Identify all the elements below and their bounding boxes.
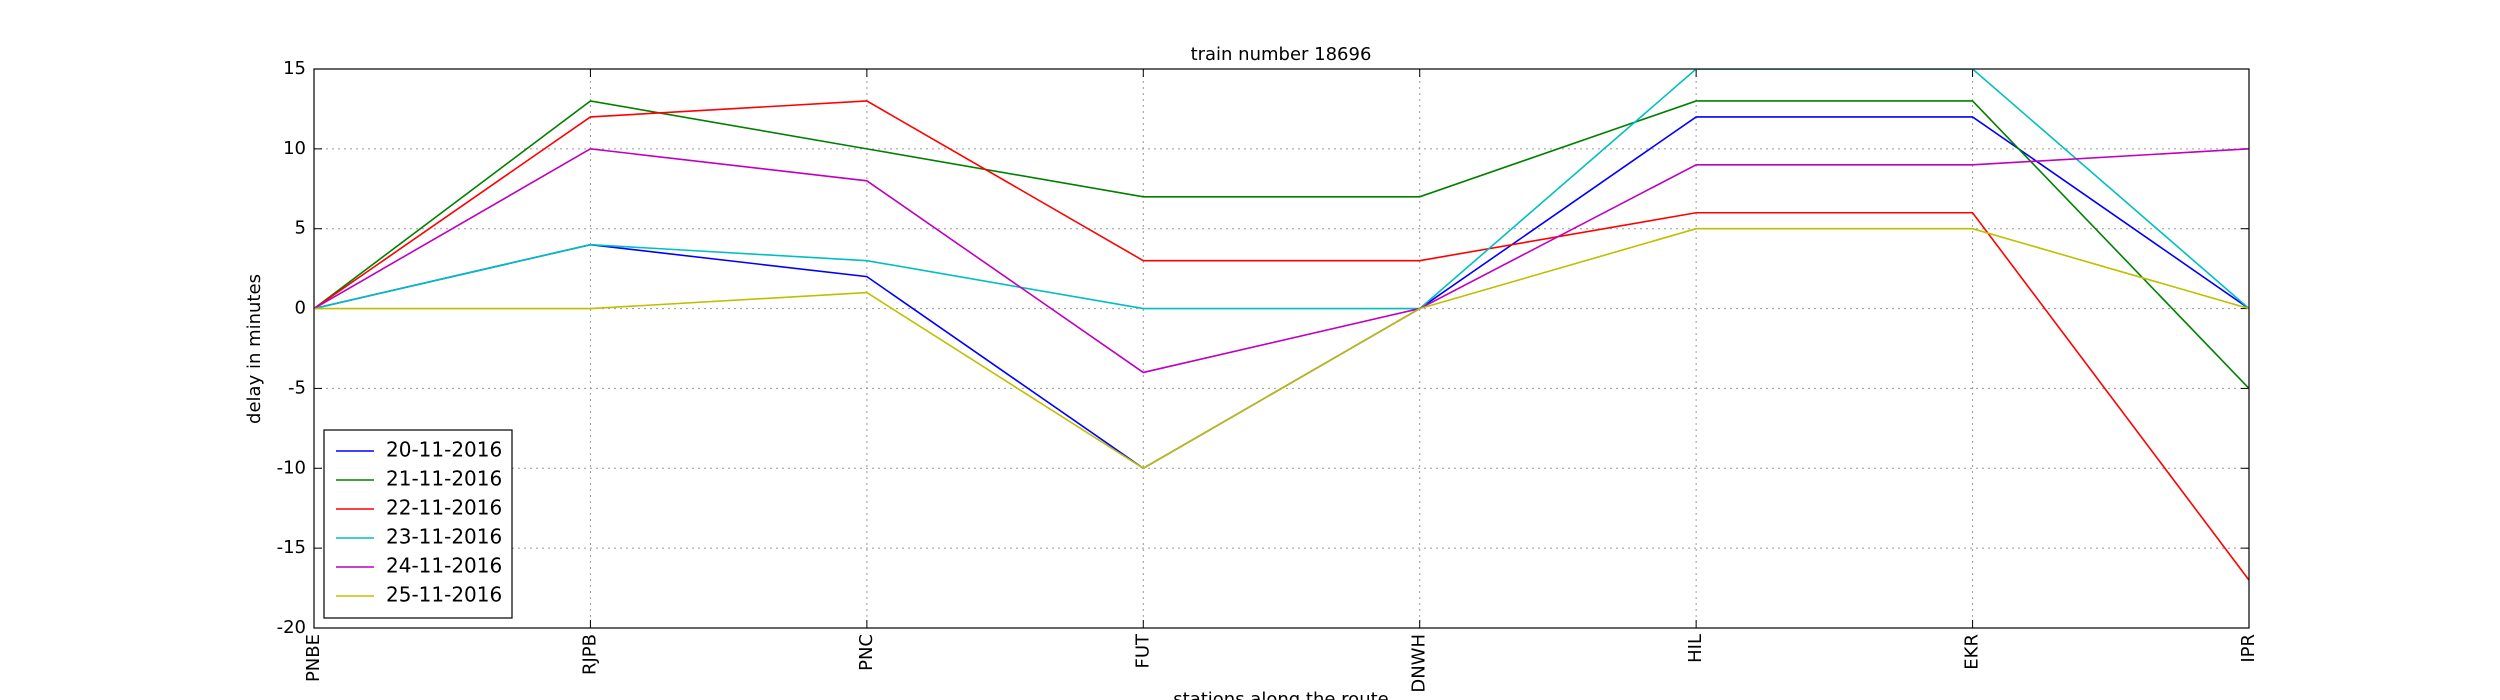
y-tick-label: -5 — [288, 377, 306, 398]
line-series — [314, 69, 2249, 310]
line-series — [314, 227, 2249, 470]
y-tick-label: 0 — [295, 298, 306, 319]
x-tick-label: FUT — [1132, 633, 1153, 669]
legend-label: 22-11-2016 — [386, 496, 502, 520]
x-tick-label: DNWH — [1409, 634, 1430, 693]
legend-box — [323, 429, 513, 619]
x-tick-label: RJPB — [579, 634, 600, 675]
plot-lines — [314, 69, 2249, 581]
y-tick-label: -10 — [277, 457, 306, 478]
y-tick-label: 5 — [295, 218, 306, 239]
line-series — [314, 148, 2249, 374]
x-tick-label: HIL — [1685, 634, 1706, 663]
y-tick-label: -15 — [277, 537, 306, 558]
line-series — [314, 116, 2249, 470]
x-axis-label: stations along the route — [1173, 689, 1388, 700]
legend-label: 25-11-2016 — [386, 583, 502, 607]
x-tick-label: EKR — [1962, 634, 1983, 670]
line-series — [314, 100, 2249, 389]
legend-label: 20-11-2016 — [386, 438, 502, 462]
legend-label: 23-11-2016 — [386, 525, 502, 549]
y-tick-label: 15 — [283, 58, 306, 79]
legend-label: 21-11-2016 — [386, 467, 502, 491]
y-axis-label: delay in minutes — [244, 274, 265, 424]
plot-frame — [313, 68, 2250, 629]
y-tick-label: 10 — [283, 138, 306, 159]
y-tick-label: -20 — [277, 617, 306, 638]
x-tick-label: PNBE — [303, 634, 324, 682]
legend-label: 24-11-2016 — [386, 554, 502, 578]
x-tick-label: PNC — [856, 634, 877, 671]
chart-title: train number 18696 — [1191, 44, 1372, 65]
x-tick-label: IPR — [2238, 634, 2259, 663]
line-series — [314, 100, 2249, 581]
